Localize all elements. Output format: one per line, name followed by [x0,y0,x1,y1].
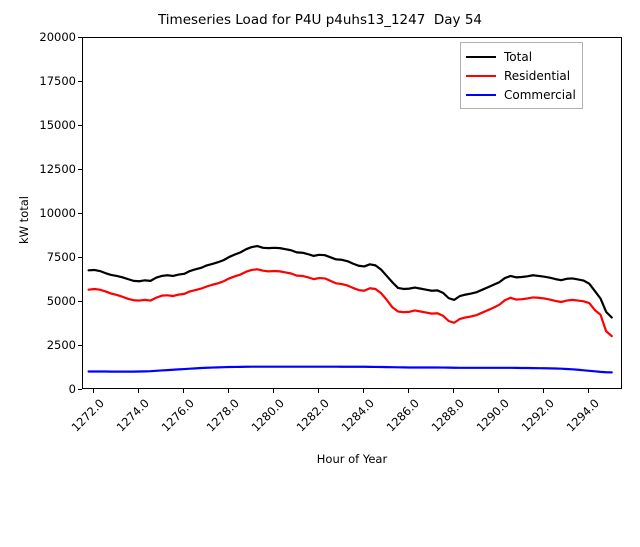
legend-item: Residential [466,66,576,85]
chart-title: Timeseries Load for P4U p4uhs13_1247 Day… [157,12,483,28]
y-axis-tick-label: 12500 [39,162,76,176]
series-line-commercial [87,365,613,374]
y-axis-tick-mark [78,169,82,170]
chart-figure: Timeseries Load for P4U p4uhs13_1247 Day… [17,12,622,466]
y-axis-tick-label: 7500 [46,250,76,264]
x-axis-tick-mark [543,389,545,393]
y-axis-tick-label: 10000 [39,206,76,220]
y-axis-tick-mark [78,81,82,82]
chart-legend: Total Residential Commercial [460,42,583,109]
legend-line-swatch [466,55,496,58]
y-axis-tick-label: 0 [68,382,76,396]
x-axis-tick-mark [273,389,275,393]
legend-item-label: Commercial [504,87,576,102]
y-axis-tick-mark [78,125,82,126]
x-axis-tick-mark [363,389,365,393]
x-axis-tick-mark [183,389,185,393]
y-axis-tick-mark [78,257,82,258]
x-axis-tick-mark [453,389,455,393]
x-axis-tick-mark [318,389,320,393]
x-axis-tick-mark [408,389,410,393]
legend-line-swatch [466,74,496,77]
y-axis-tick-label: 5000 [46,294,76,308]
x-axis-tick-mark [588,389,590,393]
legend-item: Total [466,47,576,66]
y-axis-tick-label: 15000 [39,118,76,132]
series-line-total [87,244,613,319]
y-axis-tick-mark [78,301,82,302]
y-axis-tick-mark [78,389,82,390]
y-axis-tick-label: 20000 [39,30,76,44]
x-axis-tick-mark [498,389,500,393]
x-axis-tick-mark [93,389,95,393]
y-axis-tick-label: 17500 [39,74,76,88]
y-axis-tick-mark [78,213,82,214]
y-axis-label: kW total [17,196,31,244]
legend-item-label: Total [504,49,533,64]
y-axis-tick-mark [78,345,82,346]
legend-item: Commercial [466,85,576,104]
x-axis-tick-mark [228,389,230,393]
x-axis-tick-mark [138,389,140,393]
x-axis-label: Hour of Year [316,452,388,466]
legend-line-swatch [466,93,496,96]
y-axis-tick-mark [78,37,82,38]
legend-item-label: Residential [504,68,571,83]
series-line-residential [87,268,613,338]
y-axis-tick-label: 2500 [46,338,76,352]
plot-lines [87,244,613,374]
